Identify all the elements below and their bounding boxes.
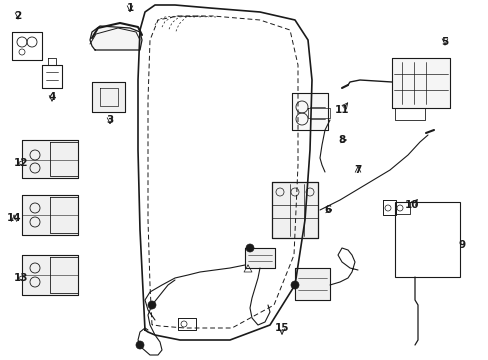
Text: 6: 6 <box>324 205 331 215</box>
Polygon shape <box>92 82 125 112</box>
Polygon shape <box>291 93 327 130</box>
Text: 2: 2 <box>14 11 21 21</box>
Polygon shape <box>22 195 78 235</box>
Bar <box>394 202 459 277</box>
Polygon shape <box>22 255 78 295</box>
Circle shape <box>290 281 298 289</box>
Text: 10: 10 <box>404 200 418 210</box>
Text: 13: 13 <box>14 273 28 283</box>
Circle shape <box>136 341 143 349</box>
Text: 4: 4 <box>48 92 56 102</box>
Circle shape <box>148 301 156 309</box>
Polygon shape <box>22 140 78 178</box>
Polygon shape <box>244 248 274 268</box>
Polygon shape <box>90 26 142 50</box>
Text: 11: 11 <box>334 105 348 115</box>
Text: 3: 3 <box>106 115 113 125</box>
Polygon shape <box>391 58 449 108</box>
Text: 7: 7 <box>354 165 361 175</box>
Text: 12: 12 <box>14 158 28 168</box>
Text: 8: 8 <box>338 135 345 145</box>
Circle shape <box>245 244 253 252</box>
Text: 15: 15 <box>274 323 289 333</box>
Polygon shape <box>294 268 329 300</box>
Text: 5: 5 <box>441 37 447 47</box>
Text: 14: 14 <box>7 213 21 223</box>
Polygon shape <box>271 182 317 238</box>
Text: 9: 9 <box>458 240 465 250</box>
Text: 1: 1 <box>126 3 133 13</box>
